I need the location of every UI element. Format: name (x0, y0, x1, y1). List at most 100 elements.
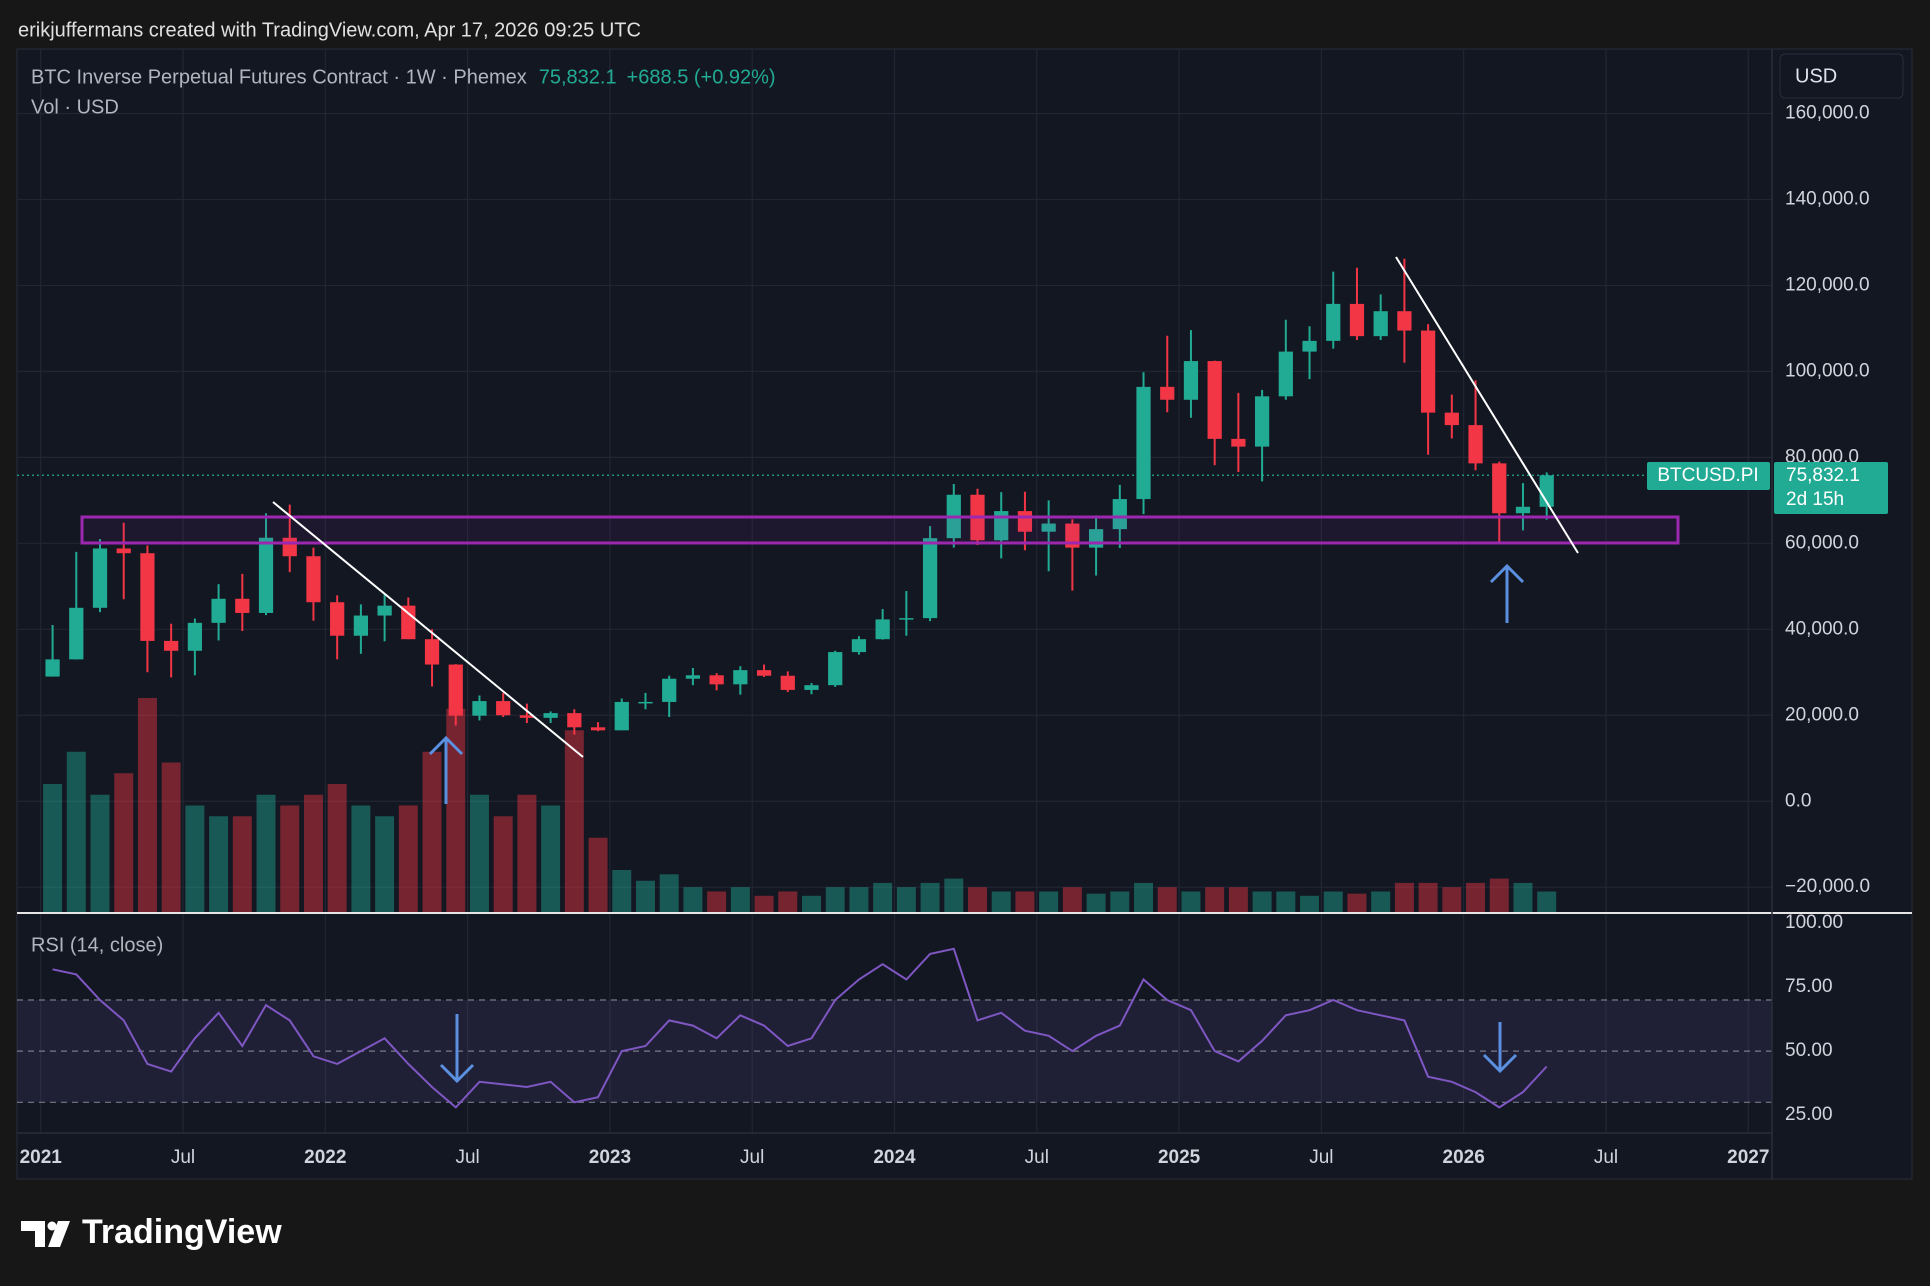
rsi-tick-label: 100.00 (1785, 912, 1843, 933)
trend-line (272, 501, 584, 758)
volume-bar (944, 878, 964, 913)
candle-body (92, 548, 108, 608)
symbol-title: BTC Inverse Perpetual Futures Contract ·… (31, 66, 527, 88)
brand: TradingView (82, 1213, 282, 1251)
candle-body (899, 618, 914, 620)
volume-bar (541, 805, 561, 913)
volume-bar (232, 816, 252, 913)
volume-bar (873, 882, 893, 913)
candle-body (258, 537, 274, 613)
volume-legend: Vol · USD (31, 96, 119, 118)
y-tick-label: 140,000.0 (1785, 188, 1870, 209)
volume-bar (659, 874, 679, 913)
y-tick-label: 60,000.0 (1785, 532, 1859, 553)
x-tick-label: 2023 (589, 1147, 631, 1168)
candle-body (1207, 361, 1222, 439)
candle-body (614, 701, 629, 731)
volume-bar (1300, 895, 1320, 913)
candle-body (424, 639, 440, 665)
symbol-badge-label: BTCUSD.PI (1657, 465, 1758, 486)
x-tick-label: 2022 (304, 1147, 346, 1168)
candle-body (45, 659, 60, 677)
candle-body (235, 598, 250, 613)
volume-bar (1466, 882, 1486, 913)
candle-body (685, 675, 701, 679)
candle-body (1302, 340, 1317, 352)
candle-body (353, 615, 368, 636)
candle-body (922, 538, 938, 619)
volume-bar (1513, 882, 1533, 913)
candle-body (1183, 361, 1199, 400)
rsi-tick-label: 25.00 (1785, 1104, 1833, 1125)
candle-body (69, 607, 84, 660)
candle-body (780, 675, 795, 690)
volume-bar (968, 887, 987, 913)
rsi-pane (17, 947, 1772, 1109)
candle-body (1326, 303, 1341, 341)
volume-bar (707, 891, 727, 913)
volume-bar (469, 794, 489, 913)
volume-bar (280, 805, 300, 913)
up-arrow (1489, 563, 1525, 623)
currency-button[interactable] (1779, 53, 1904, 99)
currency-label[interactable]: USD (1795, 65, 1837, 87)
x-tick-label: Jul (1594, 1147, 1618, 1168)
x-tick-label: 2025 (1158, 1147, 1201, 1168)
candle-body (709, 675, 724, 685)
candle-body (590, 727, 606, 731)
y-tick-label: 100,000.0 (1785, 360, 1870, 381)
time-axis: 2021 Jul 2022 Jul 2023 Jul 2024 Jul 2025 Jul 2026 J… (20, 1147, 1770, 1168)
down-arrow (439, 1014, 475, 1084)
volume-bar (778, 891, 798, 913)
volume-bar (1537, 891, 1557, 913)
price-badge-label: 75,832.1 (1786, 465, 1860, 486)
x-tick-label: Jul (1025, 1147, 1049, 1168)
candle-body (756, 670, 772, 676)
y-tick-label: −20,000.0 (1785, 876, 1870, 897)
candle-body (401, 605, 416, 640)
x-tick-label: 2021 (20, 1147, 63, 1168)
rsi-tick-label: 50.00 (1785, 1040, 1833, 1061)
volume-bar (327, 784, 347, 913)
candle-body (1492, 463, 1507, 514)
volume-bar (1394, 882, 1414, 913)
volume-bar (375, 816, 395, 913)
rsi-legend: RSI (14, close) (31, 934, 163, 956)
candle-body (1349, 303, 1365, 337)
volume-bar (991, 891, 1011, 913)
volume-bar (730, 887, 750, 913)
y-tick-label: 0.0 (1785, 790, 1811, 811)
x-tick-label: 2026 (1443, 1147, 1485, 1168)
x-tick-label: 2024 (873, 1147, 916, 1168)
candle-body (1373, 311, 1388, 337)
volume-bar (1252, 891, 1272, 913)
candle-body (1515, 506, 1531, 514)
volume-bar (90, 794, 110, 913)
candle-body (1112, 499, 1127, 530)
volume (43, 698, 1557, 913)
candle-body (116, 548, 131, 554)
candle-body (733, 670, 748, 685)
volume-bar (1181, 891, 1201, 913)
candle-body (567, 713, 582, 728)
rsi-tick-label: 75.00 (1785, 976, 1833, 997)
logo (21, 1221, 70, 1247)
volume-bar (564, 730, 584, 913)
candle-body (448, 664, 463, 716)
header-price: 75,832.1 (539, 66, 617, 88)
volume-bar (1086, 893, 1106, 913)
volume-bar (588, 837, 608, 913)
candle-body (1421, 330, 1436, 413)
candle-body (164, 640, 179, 651)
candle-body (1231, 438, 1246, 447)
volume-bar (517, 794, 537, 913)
volume-bar (1205, 887, 1225, 913)
candle-body (306, 556, 321, 603)
attribution: erikjuffermans created with TradingView.… (18, 19, 641, 41)
x-tick-label: Jul (740, 1147, 764, 1168)
candle-body (638, 701, 653, 704)
candle-body (1041, 523, 1056, 532)
volume-bar (256, 794, 276, 913)
volume-bar (351, 805, 371, 913)
volume-bar (1110, 891, 1130, 913)
